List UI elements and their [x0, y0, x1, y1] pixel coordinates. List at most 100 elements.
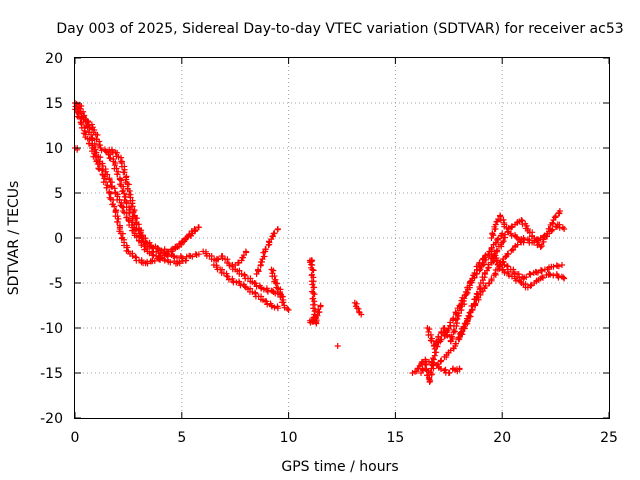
data-point: [114, 218, 121, 225]
data-point: [242, 248, 249, 255]
data-point: [527, 271, 534, 278]
y-tick-label: 5: [54, 186, 63, 202]
data-point: [189, 253, 196, 260]
y-tick-label: 10: [45, 141, 63, 157]
data-point: [155, 246, 162, 253]
data-point: [179, 238, 186, 245]
data-point: [109, 184, 116, 191]
x-tick-label: 25: [600, 430, 618, 446]
data-point: [238, 271, 245, 277]
data-point: [78, 103, 85, 110]
data-point: [130, 209, 137, 216]
data-point: [539, 273, 546, 280]
data-point: [459, 294, 466, 301]
data-point: [457, 329, 464, 336]
y-tick-label: -5: [49, 276, 63, 292]
data-point: [83, 118, 90, 125]
data-point: [103, 184, 110, 191]
data-point: [269, 233, 276, 240]
data-point: [116, 196, 123, 203]
data-point: [549, 226, 556, 233]
data-point: [422, 365, 429, 372]
data-points: [72, 100, 568, 385]
data-point: [537, 244, 544, 250]
data-point: [334, 343, 341, 349]
data-point: [311, 291, 318, 298]
data-point: [523, 274, 530, 281]
data-point: [148, 242, 155, 249]
data-point: [264, 301, 271, 308]
data-point: [225, 276, 232, 283]
data-point: [506, 272, 513, 279]
data-point: [520, 239, 527, 246]
data-point: [113, 165, 120, 172]
data-point: [518, 217, 525, 223]
data-point: [493, 247, 500, 254]
x-tick-label: 10: [280, 430, 298, 446]
data-point: [195, 224, 202, 231]
data-point: [124, 244, 131, 251]
data-point: [80, 108, 87, 115]
data-point: [452, 309, 459, 316]
data-point: [538, 242, 545, 249]
data-point: [115, 215, 122, 222]
data-point: [123, 176, 130, 183]
data-point: [539, 267, 546, 274]
data-point: [102, 148, 109, 155]
x-tick-label: 15: [386, 430, 404, 446]
data-point: [195, 251, 202, 258]
data-point: [492, 270, 499, 277]
data-point: [120, 190, 127, 197]
data-point: [483, 267, 490, 274]
data-point: [118, 177, 125, 184]
data-point: [547, 271, 554, 278]
data-point: [550, 263, 557, 270]
data-point: [494, 236, 501, 243]
data-point: [274, 226, 281, 232]
data-point: [310, 284, 317, 291]
data-point: [549, 219, 556, 226]
data-point: [164, 248, 171, 255]
data-point: [255, 266, 262, 273]
data-point: [489, 230, 496, 237]
data-point: [284, 305, 291, 312]
data-point: [280, 299, 287, 306]
data-point: [153, 253, 160, 259]
data-point: [125, 181, 132, 188]
data-point: [453, 310, 460, 317]
data-point: [428, 337, 435, 344]
y-axis-label: SDTVAR / TECUs: [6, 181, 22, 296]
data-point: [252, 280, 259, 287]
data-point: [559, 262, 566, 268]
data-point: [121, 169, 128, 176]
chart-title: Day 003 of 2025, Sidereal Day-to-day VTE…: [56, 21, 623, 37]
data-point: [450, 315, 457, 322]
data-point: [438, 357, 445, 364]
data-point: [150, 252, 157, 259]
data-point: [310, 267, 317, 274]
data-point: [551, 214, 558, 221]
data-point: [501, 234, 508, 241]
data-point: [561, 226, 568, 232]
data-point: [534, 269, 541, 276]
data-point: [310, 290, 317, 297]
data-point: [437, 366, 444, 373]
x-tick-label: 0: [71, 430, 80, 446]
data-point: [249, 289, 256, 295]
data-point: [500, 216, 507, 223]
data-point: [476, 283, 483, 290]
data-point: [107, 190, 114, 197]
data-point: [98, 147, 105, 154]
data-point: [464, 284, 471, 291]
y-tick-label: -10: [40, 321, 63, 337]
y-tick-label: -20: [40, 411, 63, 427]
data-point: [427, 331, 434, 338]
data-point: [490, 258, 497, 265]
data-point: [274, 305, 281, 312]
data-point: [471, 269, 478, 276]
data-point: [358, 311, 365, 318]
data-point: [130, 227, 137, 234]
data-point: [512, 277, 519, 284]
data-point: [263, 298, 270, 305]
